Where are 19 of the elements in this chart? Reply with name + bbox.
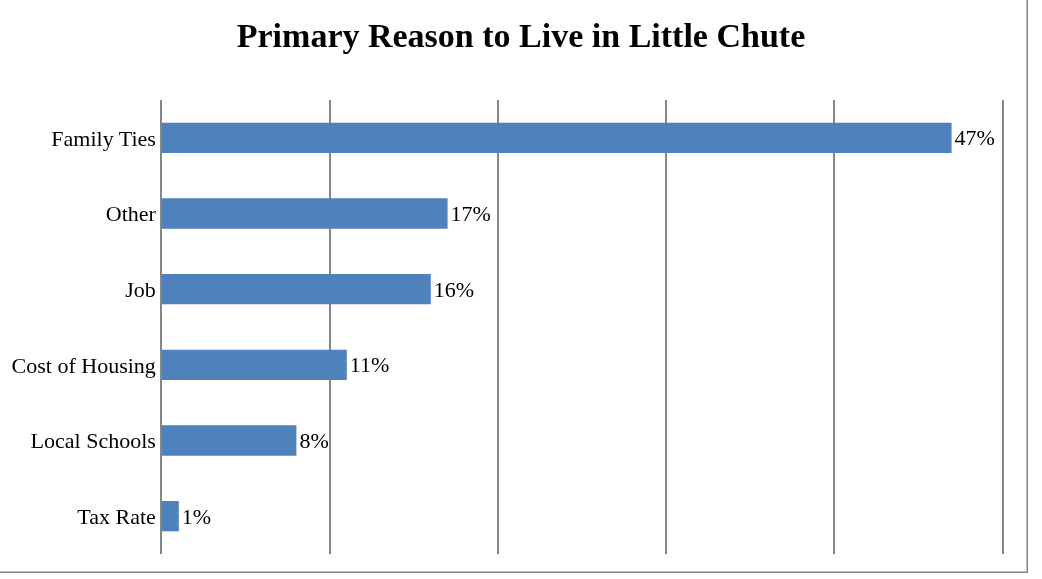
- y-tick-label: Other: [105, 201, 157, 227]
- y-tick-label: Family Ties: [51, 125, 156, 151]
- bar: [162, 349, 347, 380]
- y-tick-label: Cost of Housing: [11, 352, 156, 378]
- chart-title: Primary Reason to Live in Little Chute: [236, 16, 806, 54]
- bar: [162, 501, 179, 532]
- y-tick-label: Job: [125, 276, 156, 302]
- data-label: 17%: [450, 201, 491, 226]
- bar: [162, 122, 952, 153]
- y-tick-label: Tax Rate: [77, 503, 156, 529]
- data-label: 47%: [954, 125, 995, 151]
- bar: [162, 425, 297, 456]
- data-label: 16%: [433, 276, 475, 302]
- bar: [162, 274, 431, 305]
- y-tick-label: Local Schools: [30, 428, 156, 454]
- data-label: 1%: [181, 503, 212, 529]
- data-label: 11%: [349, 352, 390, 378]
- bar: [162, 198, 448, 229]
- data-label: 8%: [299, 428, 329, 453]
